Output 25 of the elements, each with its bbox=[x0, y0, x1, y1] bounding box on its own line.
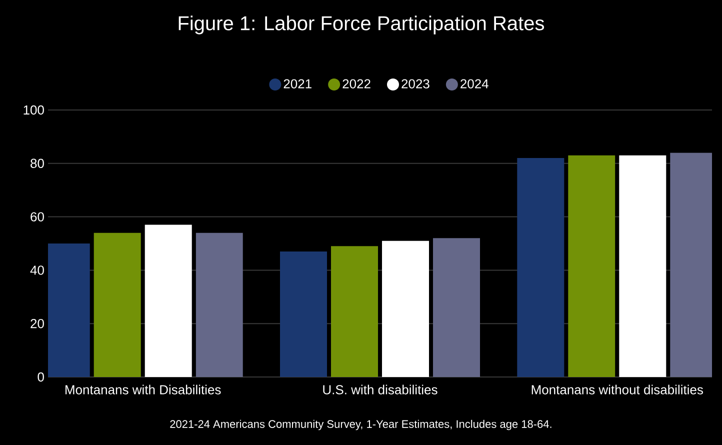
x-tick-label: Montanans without disabilities bbox=[532, 384, 703, 394]
bar bbox=[382, 240, 429, 377]
chart-title: Figure 1: Labor Force Participation Rates bbox=[178, 16, 544, 34]
bar bbox=[280, 252, 327, 377]
bar bbox=[144, 224, 192, 377]
legend-label: 2022 bbox=[342, 79, 370, 88]
bar bbox=[331, 246, 378, 377]
bar bbox=[196, 232, 243, 377]
legend-label: 2023 bbox=[402, 79, 430, 88]
legend-label: 2024 bbox=[460, 79, 488, 88]
y-tick-label: 40 bbox=[30, 266, 44, 275]
y-tick-label: 20 bbox=[30, 318, 44, 328]
y-tick-label: 0 bbox=[38, 372, 44, 382]
bar bbox=[568, 155, 616, 377]
x-tick-label: U.S. with disabilities bbox=[323, 384, 438, 394]
bar bbox=[94, 232, 141, 377]
bar bbox=[619, 155, 666, 377]
y-tick-label: 100 bbox=[24, 105, 44, 115]
bar bbox=[517, 158, 564, 377]
text: 2021-24 Americans Community Survey, 1-Year Estimates, Includes age 18-64. bbox=[170, 420, 552, 430]
y-tick-label: 60 bbox=[30, 212, 44, 222]
y-tick-label: 80 bbox=[30, 158, 44, 168]
bar bbox=[433, 238, 480, 377]
legend-label: 2021 bbox=[284, 79, 312, 88]
x-tick-label: Montanans with Disabilities bbox=[66, 384, 221, 394]
